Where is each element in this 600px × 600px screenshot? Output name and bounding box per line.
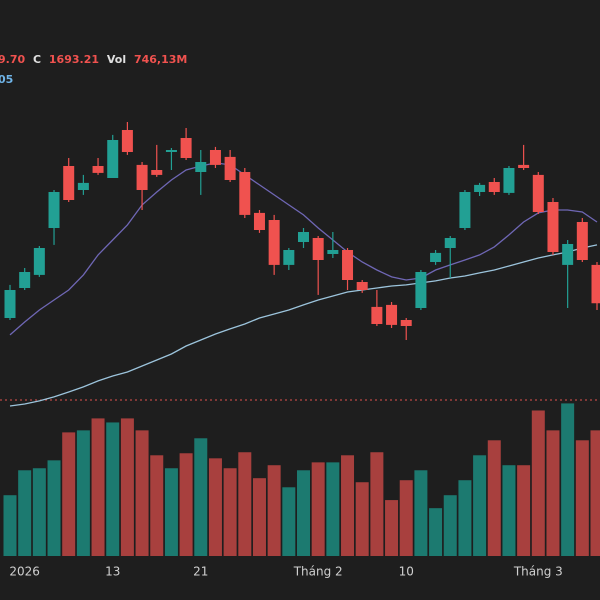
candle-body bbox=[415, 272, 427, 308]
candle-body bbox=[430, 252, 442, 262]
candle-body bbox=[239, 172, 251, 215]
candle-body bbox=[562, 244, 574, 265]
candle-body bbox=[371, 306, 383, 324]
volume-bar bbox=[194, 438, 208, 556]
volume-bar bbox=[32, 468, 46, 556]
volume-bar bbox=[429, 508, 443, 556]
candle-body bbox=[386, 304, 398, 325]
candle-body bbox=[107, 140, 119, 178]
candle-body bbox=[4, 290, 16, 318]
volume-bar bbox=[487, 440, 501, 556]
volume-bar bbox=[385, 500, 399, 556]
candle-body bbox=[312, 238, 324, 260]
candle-body bbox=[532, 174, 544, 212]
candle-body bbox=[503, 168, 515, 193]
volume-bar bbox=[91, 418, 105, 556]
candle-body bbox=[283, 250, 295, 265]
x-tick-label: 21 bbox=[193, 565, 208, 579]
candle-body bbox=[48, 192, 60, 228]
candle-body bbox=[400, 320, 412, 326]
candle-body bbox=[459, 192, 471, 228]
volume-label: Vol bbox=[107, 53, 126, 66]
volume-bar bbox=[517, 465, 531, 556]
volume-bar bbox=[179, 453, 193, 556]
candle-body bbox=[195, 162, 207, 172]
volume-bar bbox=[297, 470, 310, 556]
volume-bar bbox=[135, 430, 149, 556]
volume-value: 746,13M bbox=[134, 53, 187, 66]
volume-bar bbox=[531, 410, 545, 556]
volume-bar bbox=[150, 455, 164, 556]
volume-bar bbox=[414, 470, 428, 556]
candle-body bbox=[92, 166, 104, 173]
volume-bar bbox=[282, 487, 296, 556]
candle-body bbox=[444, 238, 456, 248]
candle-body bbox=[268, 220, 280, 265]
candle-body bbox=[474, 184, 486, 192]
candle-body bbox=[19, 272, 31, 288]
volume-bar bbox=[575, 440, 589, 556]
candle-body bbox=[488, 182, 500, 192]
volume-bar bbox=[76, 430, 90, 556]
volume-bar bbox=[106, 422, 120, 556]
volume-bar bbox=[546, 430, 560, 556]
x-tick-label: 13 bbox=[105, 565, 120, 579]
candle-body bbox=[224, 156, 236, 180]
volume-bar bbox=[341, 455, 355, 556]
close-value: 1693.21 bbox=[49, 53, 99, 66]
volume-bar bbox=[3, 495, 17, 556]
volume-bar bbox=[561, 403, 575, 556]
volume-bar bbox=[208, 458, 222, 556]
candle-body bbox=[165, 150, 177, 152]
volume-bar bbox=[502, 465, 516, 556]
volume-bar bbox=[399, 480, 413, 556]
candle-body bbox=[63, 166, 75, 200]
volume-bar bbox=[252, 478, 266, 556]
candle-body bbox=[342, 250, 354, 280]
candle-body bbox=[209, 150, 221, 165]
candle-body bbox=[77, 182, 89, 190]
volume-bar bbox=[62, 432, 76, 556]
volume-bar bbox=[458, 480, 472, 556]
candle-body bbox=[253, 212, 265, 230]
candle-body bbox=[298, 232, 309, 242]
candle-body bbox=[180, 138, 192, 158]
volume-bar bbox=[120, 418, 134, 556]
x-tick-label: Tháng 2 bbox=[293, 565, 343, 579]
candle-body bbox=[33, 248, 45, 275]
candle-body bbox=[591, 264, 600, 304]
volume-bar bbox=[164, 468, 178, 556]
candle-body bbox=[576, 222, 588, 260]
volume-bar bbox=[590, 430, 600, 556]
volume-bar bbox=[223, 468, 237, 556]
candle-body bbox=[356, 282, 368, 290]
volume-bar bbox=[267, 465, 281, 556]
ma-label: 05 bbox=[0, 73, 13, 86]
x-tick-label: 2026 bbox=[9, 565, 40, 579]
volume-bar bbox=[443, 495, 457, 556]
candle-body bbox=[151, 170, 163, 175]
volume-bar bbox=[47, 460, 61, 556]
x-tick-label: Tháng 3 bbox=[513, 565, 563, 579]
candle-body bbox=[121, 130, 133, 152]
header: 9.70 C 1693.21 Vol 746,13M bbox=[0, 53, 187, 66]
volume-bar bbox=[326, 462, 340, 556]
volume-bar bbox=[473, 455, 487, 556]
open-value: 9.70 bbox=[0, 53, 25, 66]
candle-body bbox=[327, 250, 339, 254]
x-tick-label: 10 bbox=[399, 565, 414, 579]
volume-bar bbox=[355, 482, 369, 556]
volume-bar bbox=[370, 452, 384, 556]
candle-body bbox=[547, 202, 559, 252]
moving-average bbox=[9, 244, 598, 407]
volume-bar bbox=[18, 470, 32, 556]
close-label: C bbox=[33, 53, 41, 66]
candle-body bbox=[518, 164, 530, 168]
volume-bar bbox=[238, 452, 252, 556]
volume-bar bbox=[311, 462, 325, 556]
candle-body bbox=[136, 164, 148, 190]
moving-average bbox=[9, 162, 598, 336]
